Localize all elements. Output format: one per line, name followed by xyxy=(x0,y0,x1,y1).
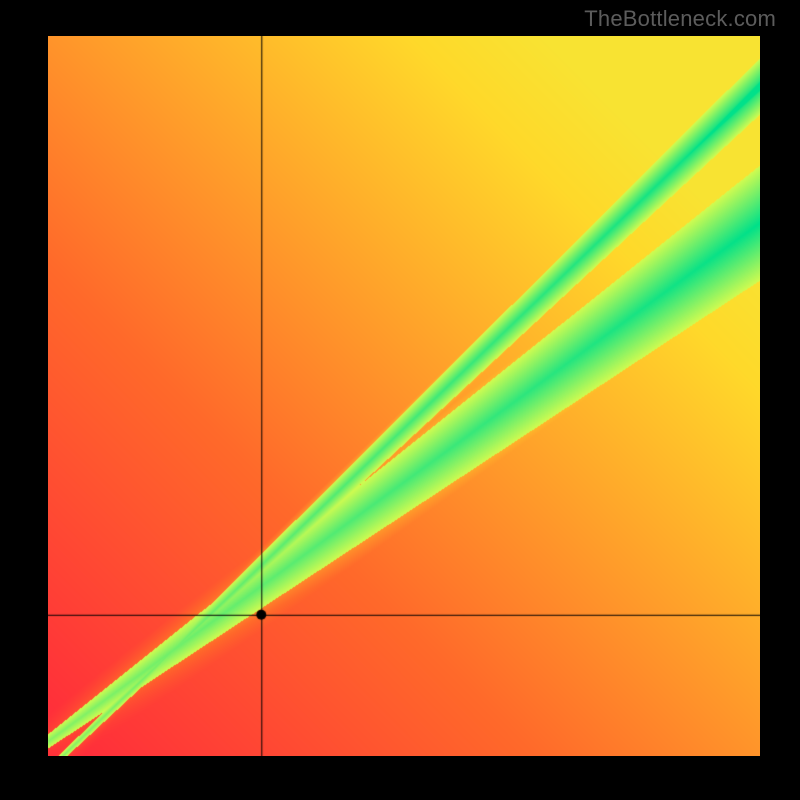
chart-container: TheBottleneck.com xyxy=(0,0,800,800)
plot-area xyxy=(48,36,760,756)
watermark-text: TheBottleneck.com xyxy=(584,6,776,32)
heatmap-canvas xyxy=(48,36,760,756)
